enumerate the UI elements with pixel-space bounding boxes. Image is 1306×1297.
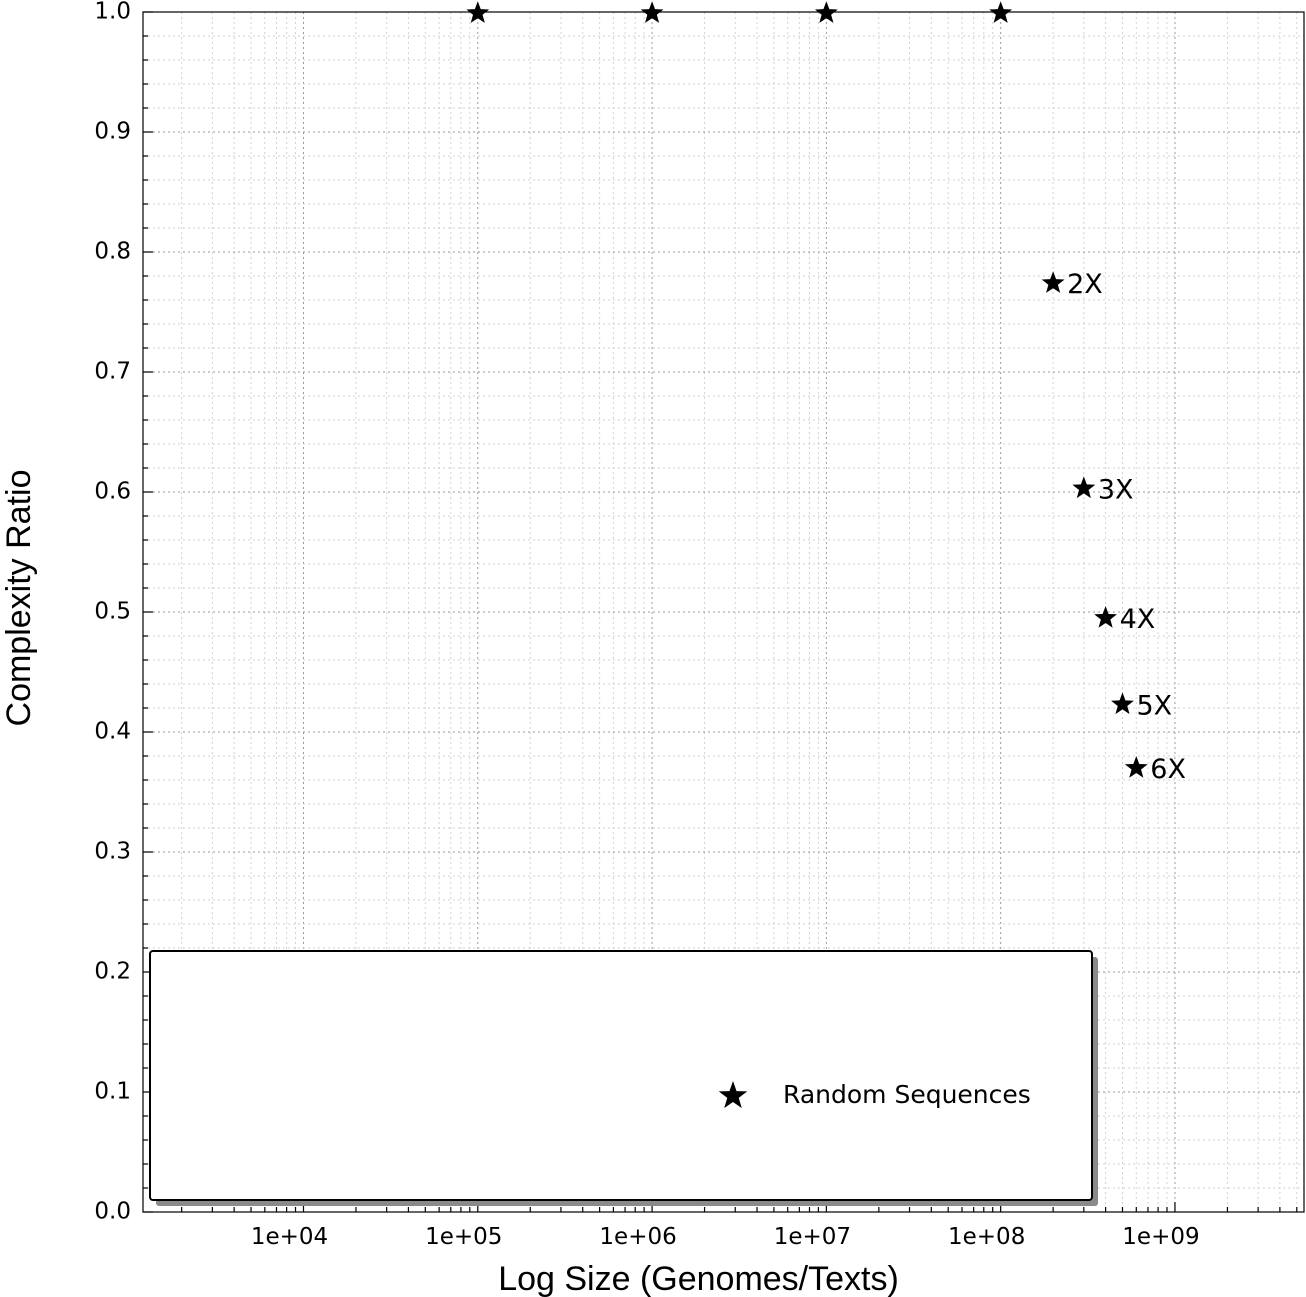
data-point-star <box>1111 692 1134 715</box>
y-tick-label: 0.1 <box>94 1079 131 1105</box>
y-tick-label: 0.4 <box>94 719 131 745</box>
data-point-label: 2X <box>1067 269 1103 300</box>
x-tick-label: 1e+06 <box>599 1224 676 1250</box>
data-point-label: 6X <box>1150 754 1186 785</box>
x-tick-label: 1e+07 <box>774 1224 851 1250</box>
data-point-star <box>640 1 664 23</box>
x-tick-label: 1e+09 <box>1122 1224 1199 1250</box>
data-point-star <box>989 1 1013 23</box>
y-tick-label: 0.0 <box>94 1199 131 1225</box>
data-points: 2X 3X 4X 5X 6X <box>466 1 1186 785</box>
y-tick-label: 0.8 <box>94 239 131 265</box>
data-point-label: 3X <box>1098 474 1134 505</box>
axis-ticks: 1e+04 1e+05 1e+06 1e+07 1e+08 1e+09 0.0 0.1 0.2 0… <box>94 0 1298 1250</box>
legend-box <box>149 950 1093 1201</box>
y-tick-label: 0.7 <box>94 359 131 385</box>
legend-entry: Random Sequences <box>783 1080 1031 1109</box>
y-tick-label: 1.0 <box>94 0 131 25</box>
x-tick-label: 1e+08 <box>948 1224 1025 1250</box>
legend-marker-icon <box>718 1081 748 1109</box>
y-tick-label: 0.3 <box>94 839 131 865</box>
data-point-label: 5X <box>1136 690 1172 721</box>
data-point-star <box>814 1 838 23</box>
data-point-star <box>466 1 490 23</box>
y-tick-label: 0.6 <box>94 479 131 505</box>
y-tick-label: 0.2 <box>94 959 131 985</box>
data-point-star <box>1094 606 1118 628</box>
x-tick-label: 1e+04 <box>251 1224 328 1250</box>
x-axis-label: Log Size (Genomes/Texts) <box>498 1260 899 1297</box>
y-axis-label: Complexity Ratio <box>0 470 38 727</box>
x-tick-label: 1e+05 <box>425 1224 502 1250</box>
legend: Random Sequences <box>149 950 1098 1206</box>
data-point-label: 4X <box>1120 604 1156 635</box>
y-tick-label: 0.5 <box>94 599 131 625</box>
data-point-star <box>1041 271 1065 293</box>
data-point-star <box>1072 476 1096 499</box>
data-point-star <box>1124 756 1148 778</box>
y-tick-label: 0.9 <box>94 119 131 145</box>
